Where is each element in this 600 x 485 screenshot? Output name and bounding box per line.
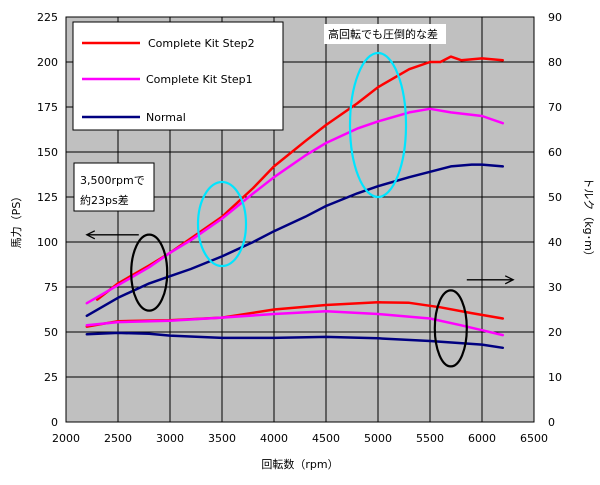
- y-right-axis-ticks: 0 10 20 30 40 50 60 70 80 90: [548, 11, 562, 429]
- series-torque-complete-kit-step1: [85, 310, 505, 337]
- y-right-tick-label: 60: [548, 146, 562, 159]
- y-left-tick-label: 225: [37, 11, 58, 24]
- x-tick-label: 6000: [468, 432, 496, 445]
- y-left-tick-label: 200: [37, 56, 58, 69]
- annotation-high-rpm-box: [324, 24, 446, 44]
- legend-label-step2: Complete Kit Step2: [148, 37, 255, 50]
- x-tick-label: 2000: [52, 432, 80, 445]
- y-left-axis-label: 馬力（PS）: [10, 191, 23, 249]
- y-left-tick-label: 125: [37, 191, 58, 204]
- highlight-ellipse-black: [130, 233, 169, 312]
- y-right-tick-label: 30: [548, 281, 562, 294]
- y-left-tick-label: 100: [37, 236, 58, 249]
- plot-frame: [65, 16, 535, 423]
- y-left-tick-label: 75: [44, 281, 58, 294]
- y-right-tick-label: 20: [548, 326, 562, 339]
- x-tick-label: 4000: [260, 432, 288, 445]
- y-right-axis-label: トルク（kg･m）: [582, 177, 595, 262]
- arrow-left-head: [85, 230, 96, 240]
- x-axis-label: 回転数（rpm）: [261, 458, 338, 471]
- x-axis-ticks: 2000 2500 3000 3500 4000 4500 5000 5500 6000 6500: [52, 432, 548, 445]
- annotation-3500rpm-box: [73, 162, 155, 212]
- highlight-ellipses: [130, 51, 468, 368]
- legend-label-step1: Complete Kit Step1: [146, 73, 253, 86]
- x-tick-label: 5500: [416, 432, 444, 445]
- x-tick-label: 6500: [520, 432, 548, 445]
- legend-box: [72, 21, 284, 131]
- highlight-ellipse-cyan: [348, 51, 408, 199]
- highlight-ellipse-black: [433, 289, 468, 368]
- y-left-tick-label: 175: [37, 101, 58, 114]
- y-left-tick-label: 50: [44, 326, 58, 339]
- x-tick-label: 5000: [364, 432, 392, 445]
- y-left-axis-ticks: 0 25 50 75 100 125 150 175 200 225: [37, 11, 58, 429]
- annotation-3500rpm-line1: 3,500rpmで: [80, 174, 145, 187]
- y-left-tick-label: 0: [51, 416, 58, 429]
- annotation-3500rpm: 3,500rpmで 約23ps差: [73, 162, 155, 212]
- y-right-tick-label: 10: [548, 371, 562, 384]
- y-left-tick-label: 150: [37, 146, 58, 159]
- y-right-tick-label: 40: [548, 236, 562, 249]
- x-tick-label: 2500: [104, 432, 132, 445]
- arrow-right-head: [504, 275, 515, 285]
- axis-arrows: [85, 230, 515, 285]
- highlight-ellipse-cyan: [196, 180, 248, 268]
- x-tick-label: 4500: [312, 432, 340, 445]
- annotation-high-rpm: 高回転でも圧倒的な差: [324, 24, 446, 44]
- legend-label-normal: Normal: [146, 111, 186, 124]
- y-right-tick-label: 0: [548, 416, 555, 429]
- annotation-3500rpm-line2: 約23ps差: [80, 193, 129, 207]
- x-tick-label: 3000: [156, 432, 184, 445]
- series-torque-normal: [85, 331, 505, 350]
- x-tick-label: 3500: [208, 432, 236, 445]
- y-right-tick-label: 90: [548, 11, 562, 24]
- annotation-high-rpm-text: 高回転でも圧倒的な差: [328, 27, 438, 41]
- y-right-tick-label: 70: [548, 101, 562, 114]
- y-right-tick-label: 80: [548, 56, 562, 69]
- y-right-tick-label: 50: [548, 191, 562, 204]
- legend: Complete Kit Step2 Complete Kit Step1 No…: [72, 21, 284, 131]
- series-power-complete-kit-step1: [85, 107, 505, 305]
- y-left-tick-label: 25: [44, 371, 58, 384]
